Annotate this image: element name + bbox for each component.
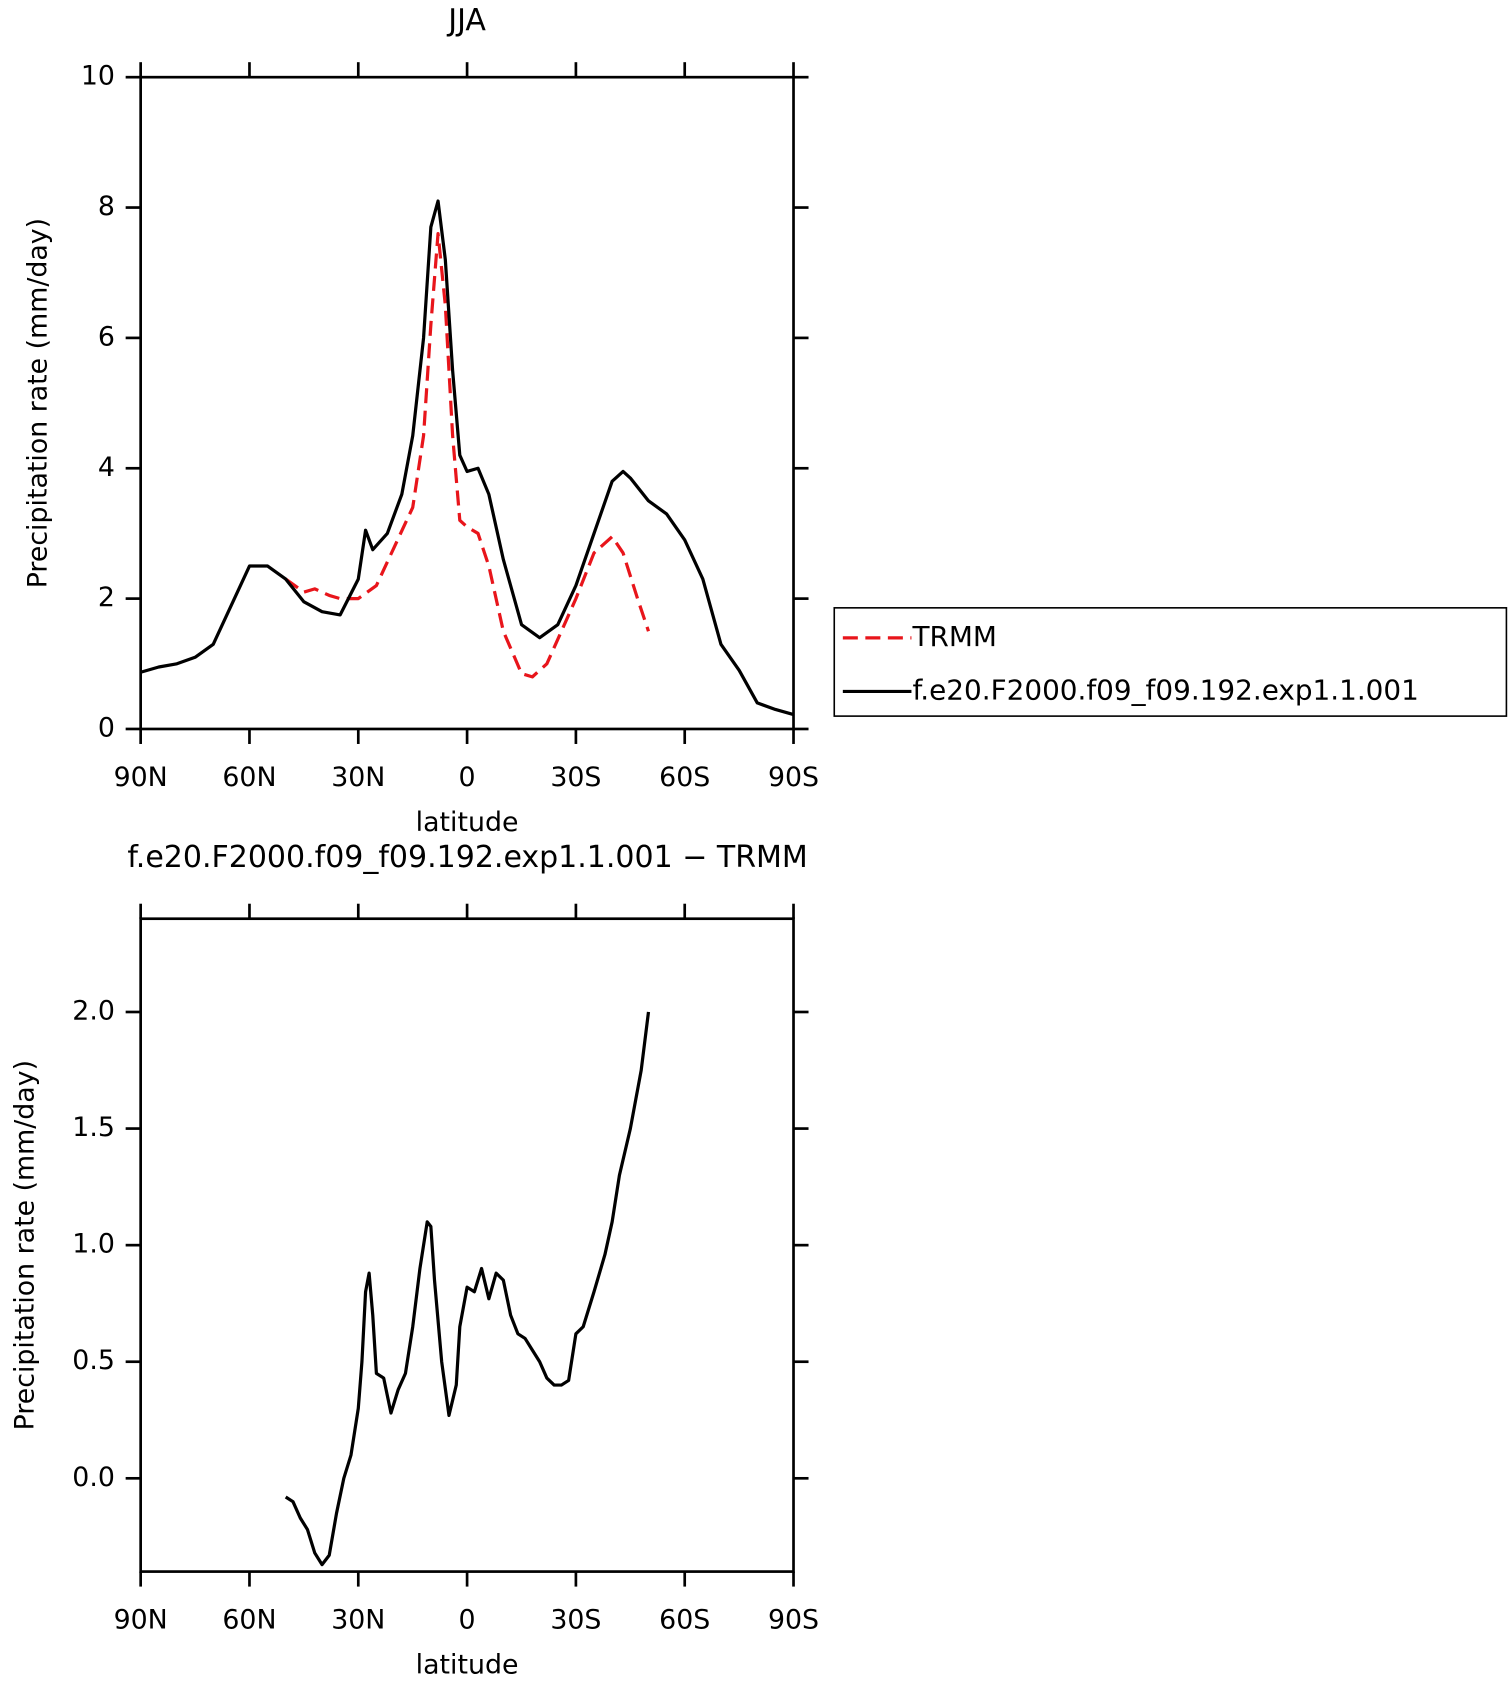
x-tick-label: 30S bbox=[550, 1604, 601, 1635]
data-line bbox=[140, 199, 794, 717]
legend-label: f.e20.F2000.f09_f09.192.exp1.1.001 bbox=[913, 673, 1419, 706]
y-tick-label: 1.5 bbox=[72, 1112, 115, 1143]
y-tick-label: 1.0 bbox=[72, 1229, 115, 1260]
x-axis-label: latitude bbox=[416, 1649, 519, 1680]
x-tick-label: 0 bbox=[459, 762, 476, 793]
x-tick-label: 30N bbox=[331, 762, 385, 793]
chart-title: f.e20.F2000.f09_f09.192.exp1.1.001 − TRM… bbox=[127, 840, 807, 875]
plot-frame bbox=[139, 917, 795, 1573]
x-tick-label: 30S bbox=[550, 762, 601, 793]
y-tick-label: 4 bbox=[98, 452, 115, 483]
y-tick-label: 10 bbox=[81, 61, 115, 92]
x-tick-label: 90N bbox=[114, 1604, 168, 1635]
x-tick-label: 60N bbox=[222, 762, 276, 793]
data-line bbox=[284, 1011, 651, 1567]
x-axis-label: latitude bbox=[416, 807, 519, 838]
legend-box bbox=[833, 607, 1508, 717]
y-tick-label: 6 bbox=[98, 321, 115, 352]
y-tick-label: 8 bbox=[98, 191, 115, 222]
x-tick-label: 0 bbox=[459, 1604, 476, 1635]
x-tick-label: 90S bbox=[768, 762, 819, 793]
legend-label: TRMM bbox=[912, 620, 997, 653]
y-tick-label: 2 bbox=[98, 582, 115, 613]
plot-frame bbox=[139, 75, 795, 731]
x-tick-label: 60S bbox=[659, 762, 710, 793]
chart-title: JJA bbox=[446, 3, 486, 38]
y-axis-label: Precipitation rate (mm/day) bbox=[9, 1060, 40, 1430]
y-tick-label: 0.5 bbox=[72, 1345, 115, 1376]
y-tick-label: 0 bbox=[98, 712, 115, 743]
y-axis-label: Precipitation rate (mm/day) bbox=[22, 218, 53, 588]
x-tick-label: 60N bbox=[222, 1604, 276, 1635]
x-tick-label: 60S bbox=[659, 1604, 710, 1635]
data-line bbox=[284, 231, 651, 679]
chart-panel: f.e20.F2000.f09_f09.192.exp1.1.001 − TRM… bbox=[9, 840, 819, 1680]
y-tick-label: 2.0 bbox=[72, 995, 115, 1026]
y-tick-label: 0.0 bbox=[72, 1462, 115, 1493]
chart-panel: JJA latitude Precipitation rate (mm/day) 90… bbox=[22, 3, 1508, 838]
x-tick-label: 30N bbox=[331, 1604, 385, 1635]
x-tick-label: 90S bbox=[768, 1604, 819, 1635]
x-tick-label: 90N bbox=[114, 762, 168, 793]
